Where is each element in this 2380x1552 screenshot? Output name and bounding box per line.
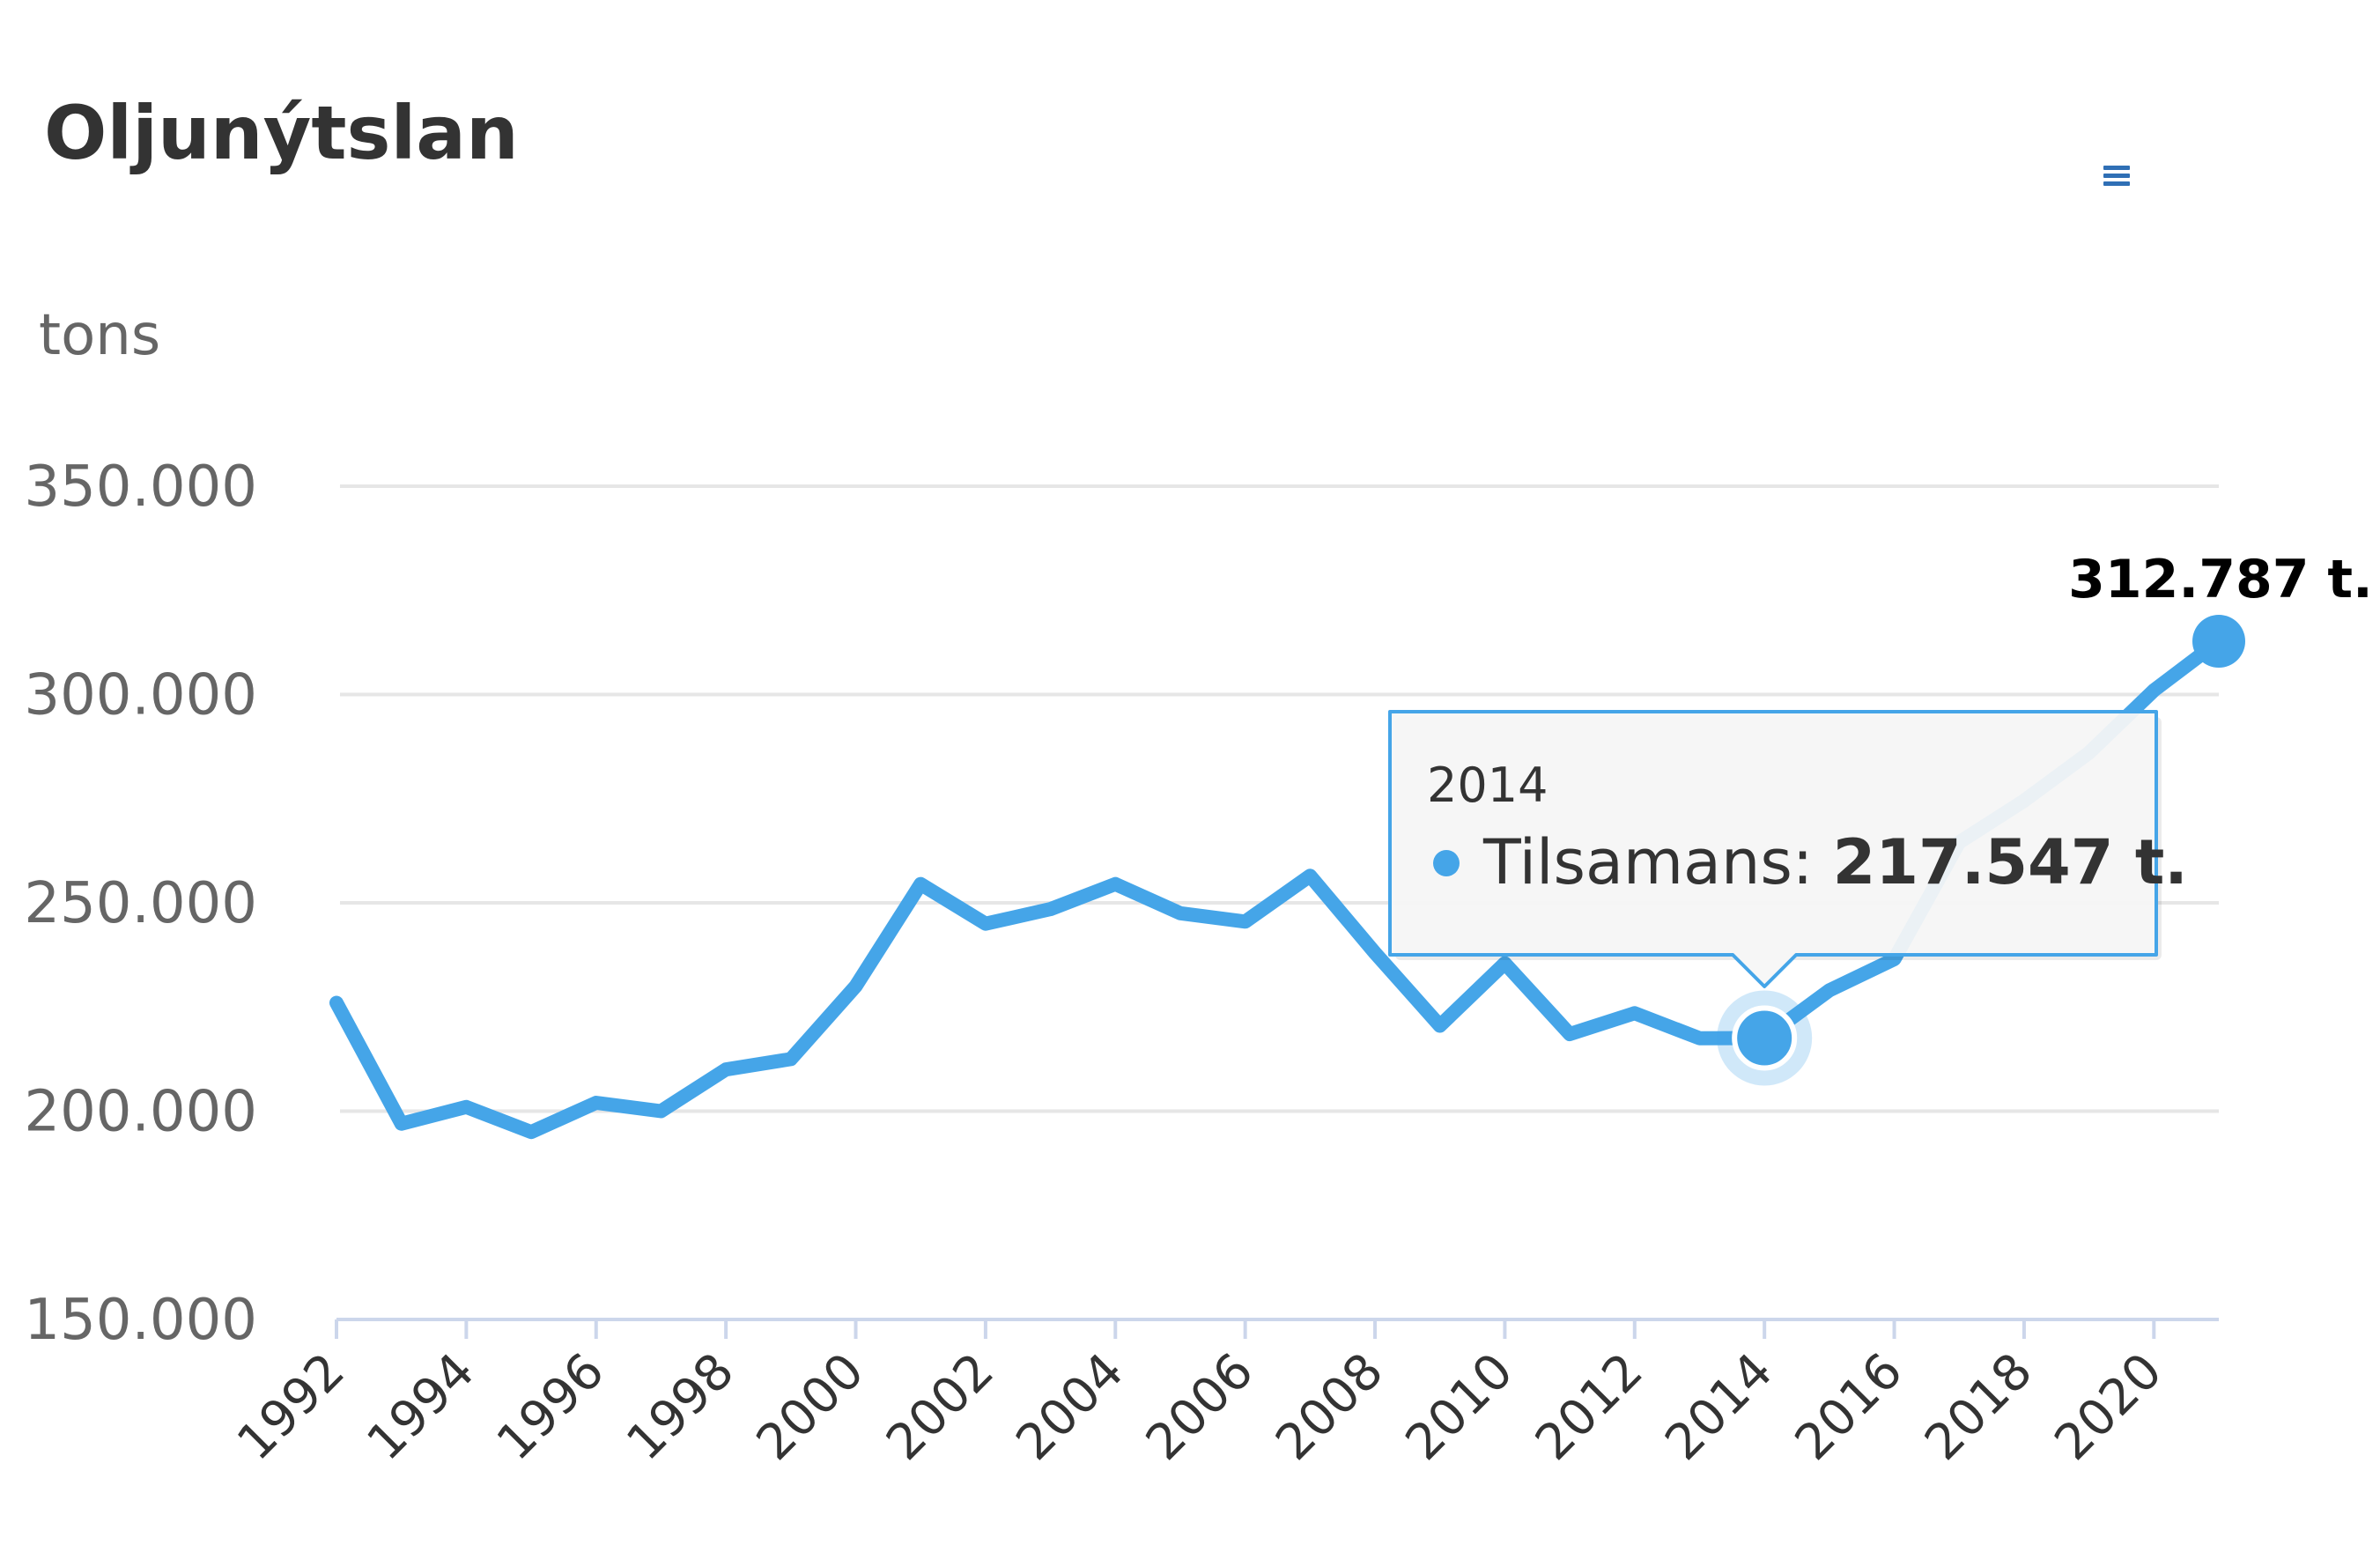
x-tick-label: 2012 [1525, 1342, 1654, 1472]
data-point-2007[interactable] [1305, 870, 1315, 881]
x-tick-label: 1998 [616, 1342, 745, 1472]
data-point-1997[interactable] [655, 1106, 666, 1117]
last-value-label: 312.787 t. [2068, 549, 2373, 610]
data-point-2002[interactable] [980, 919, 991, 929]
y-axis-ticks: 150.000 200.000 250.000 300.000 350.000 [24, 455, 257, 1353]
x-axis: 1992 1994 1996 1998 2000 2002 2004 2006 2008 2010… [226, 1318, 2219, 1472]
y-tick-label: 300.000 [24, 663, 257, 728]
last-point-marker[interactable] [2192, 615, 2245, 669]
data-point-2001[interactable] [915, 879, 926, 890]
hamburger-menu-icon [2103, 166, 2130, 186]
data-point-1996[interactable] [591, 1097, 602, 1108]
x-tick-label: 1996 [486, 1342, 616, 1472]
data-point-1993[interactable] [396, 1119, 407, 1129]
data-point-2015[interactable] [1824, 985, 1835, 995]
data-point-2003[interactable] [1046, 904, 1056, 914]
hover-marker[interactable] [1732, 1005, 1798, 1071]
tooltip-year: 2014 [1427, 758, 1548, 813]
x-tick-label: 2016 [1785, 1342, 1914, 1472]
x-tick-label: 1992 [226, 1342, 356, 1472]
data-point-2000[interactable] [851, 981, 861, 992]
chart-title: Oljunýtslan [44, 90, 519, 176]
y-axis-unit-label: tons [39, 303, 160, 368]
last-value-annotation: 312.787 t. [2068, 549, 2373, 669]
data-point-2008[interactable] [1370, 948, 1380, 958]
tooltip-box [1388, 710, 2158, 988]
x-tick-label: 2018 [1914, 1342, 2044, 1472]
data-point-1994[interactable] [461, 1102, 471, 1112]
tooltip: 2014 Tilsamans: 217.547 t. [1388, 710, 2188, 988]
data-point-2006[interactable] [1240, 916, 1251, 927]
x-tick-label: 2010 [1395, 1342, 1525, 1472]
data-point-2020[interactable] [2148, 685, 2159, 696]
data-point-2004[interactable] [1110, 879, 1120, 890]
tooltip-series-name: Tilsamans: [1482, 826, 1833, 898]
x-tick-label: 2002 [876, 1342, 1005, 1472]
y-tick-label: 150.000 [24, 1288, 257, 1353]
x-tick-label: 2004 [1005, 1342, 1135, 1472]
data-point-2012[interactable] [1630, 1008, 1640, 1018]
x-tick-label: 2008 [1265, 1342, 1394, 1472]
tooltip-series-text: Tilsamans: 217.547 t. [1482, 826, 2188, 898]
data-point-1999[interactable] [786, 1053, 796, 1064]
y-tick-label: 200.000 [24, 1080, 257, 1145]
x-tick-label: 2006 [1135, 1342, 1265, 1472]
x-tick-label: 1994 [357, 1342, 486, 1472]
y-tick-label: 350.000 [24, 455, 257, 520]
data-point-2009[interactable] [1435, 1021, 1445, 1031]
data-point-1992[interactable] [331, 998, 342, 1009]
menu-button[interactable] [2089, 148, 2144, 194]
x-tick-label: 2000 [746, 1342, 876, 1472]
data-point-2011[interactable] [1564, 1029, 1575, 1039]
data-point-2005[interactable] [1175, 908, 1186, 919]
tooltip-series-dot [1433, 850, 1460, 876]
y-tick-label: 250.000 [24, 871, 257, 936]
data-point-2013[interactable] [1694, 1033, 1704, 1044]
x-tick-label: 2014 [1654, 1342, 1784, 1472]
x-tick-label: 2020 [2044, 1342, 2173, 1472]
data-point-1998[interactable] [721, 1064, 731, 1075]
data-point-1995[interactable] [526, 1127, 536, 1137]
tooltip-value: 217.547 t. [1833, 826, 2188, 898]
